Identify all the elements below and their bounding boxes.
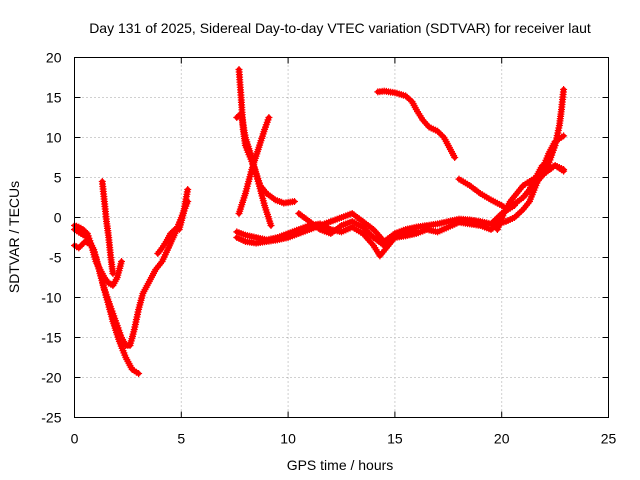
data-point <box>118 258 125 265</box>
data-point <box>362 233 370 241</box>
tick-labels: 0 5 10 15 20 25 -25 -20 -15 -10 -5 0 5 10 15 20 <box>41 50 616 447</box>
series-track-d <box>98 178 117 277</box>
data-point <box>371 227 379 235</box>
data-point <box>560 167 568 175</box>
data-point <box>376 232 384 240</box>
data-point <box>270 195 278 203</box>
y-tick-label: 0 <box>54 210 62 226</box>
data-point <box>437 130 445 138</box>
series-track-p <box>519 162 568 201</box>
series-track-n <box>493 86 568 233</box>
data-point <box>267 222 275 229</box>
data-point <box>514 210 522 218</box>
data-point <box>135 370 143 377</box>
data-point <box>370 226 377 233</box>
series-line <box>72 199 191 348</box>
y-tick-label: 5 <box>54 170 62 186</box>
data-point <box>517 207 525 215</box>
y-tick-label: -10 <box>41 290 61 306</box>
x-tick-label: 25 <box>601 431 617 447</box>
series-track-h <box>233 110 275 229</box>
data-point <box>291 198 298 205</box>
series-line <box>375 88 458 160</box>
data-point <box>511 214 518 221</box>
data-point <box>265 114 273 121</box>
data-point <box>368 224 376 232</box>
y-tick-label: -25 <box>41 410 61 426</box>
series-track-o <box>493 132 568 228</box>
data-point <box>560 132 568 140</box>
y-tick-label: 20 <box>46 50 62 66</box>
data-point <box>76 242 84 250</box>
y-tick-label: -20 <box>41 370 61 386</box>
x-tick-label: 20 <box>494 431 510 447</box>
data-point <box>368 240 376 248</box>
plot-frame <box>74 57 609 418</box>
data-point <box>78 241 86 249</box>
data-point <box>438 132 446 140</box>
data-point <box>560 86 568 93</box>
data-point <box>170 227 177 235</box>
data-point <box>314 224 322 232</box>
data-point <box>75 244 83 252</box>
data-point <box>184 186 192 193</box>
y-tick-label: 15 <box>46 90 62 106</box>
data-point <box>475 188 483 196</box>
data-point <box>367 238 374 246</box>
data-point <box>359 223 367 231</box>
grid <box>74 57 609 418</box>
data-point <box>368 232 376 240</box>
series-track-k <box>295 210 420 249</box>
data-point <box>365 236 373 244</box>
series-track-e <box>154 186 192 257</box>
data-point <box>512 212 520 220</box>
series-track-l <box>374 87 459 161</box>
data-point <box>511 202 518 209</box>
x-tick-label: 5 <box>177 431 185 447</box>
data-point <box>451 154 459 161</box>
x-tick-label: 0 <box>71 431 79 447</box>
data-series <box>71 66 568 377</box>
x-tick-label: 15 <box>387 431 403 447</box>
data-point <box>412 228 420 236</box>
x-axis-label: GPS time / hours <box>287 457 394 473</box>
data-point <box>82 228 90 236</box>
data-point <box>360 231 368 239</box>
y-tick-label: -5 <box>49 250 62 266</box>
chart-title: Day 131 of 2025, Sidereal Day-to-day VTE… <box>89 20 591 36</box>
y-axis-label: SDTVAR / TECUs <box>6 181 22 293</box>
data-point <box>109 270 117 277</box>
y-tick-label: -15 <box>41 330 61 346</box>
series-track-c <box>71 222 125 289</box>
series-track-b <box>71 198 192 349</box>
y-tick-label: 10 <box>46 130 62 146</box>
data-point <box>435 129 443 137</box>
data-point <box>373 229 381 237</box>
data-point <box>434 127 442 135</box>
x-tick-label: 10 <box>280 431 296 447</box>
axis-ticks <box>74 57 609 418</box>
